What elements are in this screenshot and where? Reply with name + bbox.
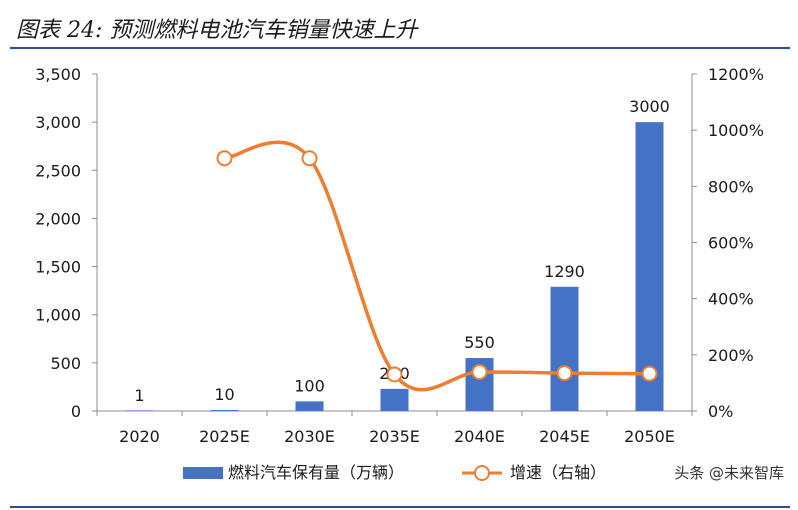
bar-value-label: 3000 xyxy=(629,97,670,116)
legend: 燃料汽车保有量（万辆） 增速（右轴） xyxy=(183,463,606,482)
x-tick-label: 2030E xyxy=(284,427,335,446)
x-tick-label: 2025E xyxy=(199,427,250,446)
left-tick-label: 3,500 xyxy=(35,65,81,84)
growth-point xyxy=(641,365,658,382)
x-tick-label: 2050E xyxy=(624,427,675,446)
bar xyxy=(125,410,154,411)
bar-series xyxy=(125,122,664,412)
bar-value-label: 10 xyxy=(214,385,234,404)
x-tick-label: 2045E xyxy=(539,427,590,446)
left-tick-label: 3,000 xyxy=(35,113,81,132)
legend-bar-label: 燃料汽车保有量（万辆） xyxy=(228,463,404,482)
x-tick-label: 2035E xyxy=(369,427,420,446)
right-tick-label: 1000% xyxy=(708,121,764,140)
left-tick-label: 1,000 xyxy=(35,306,81,325)
watermark-text: 头条 @未来智库 xyxy=(674,464,784,482)
bar-value-label: 100 xyxy=(294,376,325,395)
left-tick-label: 2,500 xyxy=(35,161,81,180)
legend-bar-swatch xyxy=(183,467,223,479)
legend-line-label: 增速（右轴） xyxy=(510,463,606,482)
bar xyxy=(210,410,239,411)
bar xyxy=(380,388,409,411)
legend-line-marker xyxy=(474,465,490,481)
left-tick-label: 500 xyxy=(50,354,81,373)
left-axis: 0 500 1,000 1,500 2,000 2,500 3,000 3,500 xyxy=(35,65,98,421)
right-tick-label: 800% xyxy=(708,177,754,196)
title-bar: 图表 24: 预测燃料电池汽车销量快速上升 xyxy=(0,0,798,50)
bar-value-label: 550 xyxy=(464,333,495,352)
bottom-divider xyxy=(10,506,790,508)
bar-value-label: 1290 xyxy=(544,262,585,281)
bar xyxy=(550,286,579,411)
growth-point xyxy=(471,363,488,380)
bar-data-labels: 11010023055012903000 xyxy=(134,97,669,405)
right-axis: 0% 200% 400% 600% 800% 1000% 1200% xyxy=(691,65,764,421)
chart-title: 图表 24: 预测燃料电池汽车销量快速上升 xyxy=(16,18,418,43)
title-divider xyxy=(10,47,790,49)
right-tick-label: 600% xyxy=(708,234,754,253)
growth-point xyxy=(301,150,318,167)
left-tick-label: 2,000 xyxy=(35,209,81,228)
x-tick-label: 2040E xyxy=(454,427,505,446)
growth-line xyxy=(224,140,650,392)
bar xyxy=(295,401,324,411)
right-tick-label: 200% xyxy=(708,346,754,365)
growth-point xyxy=(216,150,233,167)
watermark: 头条 @未来智库 xyxy=(674,462,784,483)
bar-value-label: 1 xyxy=(134,386,144,405)
right-tick-label: 400% xyxy=(708,290,754,309)
growth-line-series xyxy=(216,140,658,392)
left-tick-label: 0 xyxy=(71,402,81,421)
growth-point xyxy=(556,365,573,382)
x-tick-label: 2020 xyxy=(119,427,160,446)
right-tick-label: 0% xyxy=(708,402,733,421)
x-axis: 2020 2025E 2030E 2035E 2040E 2045E 2050E xyxy=(96,410,693,446)
bar xyxy=(635,122,664,412)
right-tick-label: 1200% xyxy=(708,65,764,84)
growth-point xyxy=(386,366,403,383)
left-tick-label: 1,500 xyxy=(35,258,81,277)
